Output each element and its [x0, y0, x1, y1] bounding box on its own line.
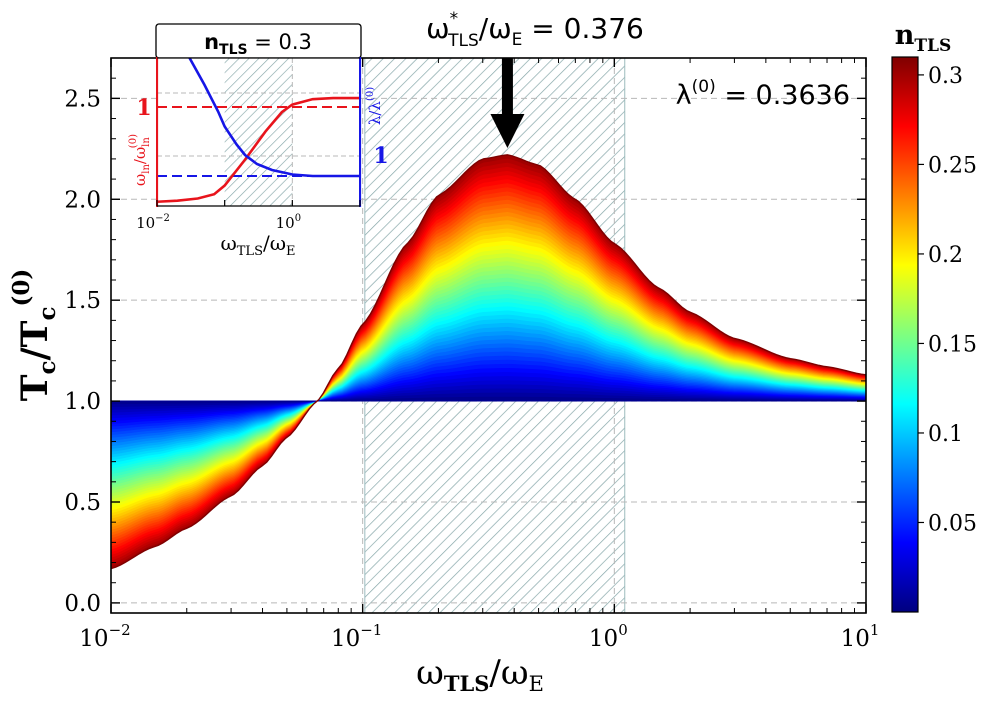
inset-x-tick-exponent: 0: [295, 213, 301, 224]
x-tick-base: 10: [331, 626, 360, 652]
inset-x-tick-base: 10: [136, 214, 155, 232]
colorbar-tick-label: 0.15: [928, 332, 977, 357]
x-tick-label: 100: [589, 621, 628, 652]
x-tick-exponent: 0: [618, 621, 628, 639]
x-tick-exponent: −1: [360, 621, 382, 639]
colorbar-tick-label: 0.25: [928, 153, 977, 178]
y-tick-label: 0.0: [64, 591, 101, 617]
x-tick-exponent: −2: [109, 621, 131, 639]
colorbar-tick-label: 0.05: [928, 511, 977, 536]
colorbar-tick-label: 0.1: [928, 422, 963, 447]
colorbar-label: nTLS: [895, 20, 952, 56]
y-tick-label: 0.5: [64, 490, 101, 516]
y-tick-label: 1.0: [64, 389, 101, 415]
colorbar-ticks: 0.05 0.1 0.15 0.2 0.25 0.3: [918, 64, 977, 537]
inset-x-tick-base: 10: [276, 214, 295, 232]
colorbar: nTLS 0.05 0.1 0.15 0.2 0.25 0.3: [892, 20, 977, 612]
x-tick-label: 10−1: [331, 621, 382, 652]
x-tick-base: 10: [79, 626, 108, 652]
colorbar-tick-label: 0.3: [928, 64, 963, 89]
inset-left-tick-label: 1: [136, 95, 151, 121]
y-axis-label: Tc/Tc(0): [8, 269, 61, 402]
x-tick-base: 10: [841, 626, 870, 652]
peak-arrow-shaft: [502, 58, 513, 114]
peak-label: ω*TLS/ωE = 0.376: [426, 9, 644, 51]
x-tick-base: 10: [589, 626, 618, 652]
inset-highlighted-range: [225, 58, 293, 206]
inset-x-tick-exponent: −2: [155, 213, 170, 224]
colorbar-tick-label: 0.2: [928, 243, 963, 268]
x-axis-label: ωTLS/ωE: [416, 653, 544, 696]
y-tick-label: 2.0: [64, 187, 101, 213]
x-tick-label: 101: [841, 621, 880, 652]
x-tick-exponent: 1: [870, 621, 880, 639]
inset-right-tick-label: 1: [373, 143, 388, 169]
colorbar-gradient: [892, 57, 918, 612]
y-tick-label: 2.5: [64, 86, 101, 112]
x-tick-label: 10−2: [79, 621, 130, 652]
y-tick-label: 1.5: [64, 288, 101, 314]
